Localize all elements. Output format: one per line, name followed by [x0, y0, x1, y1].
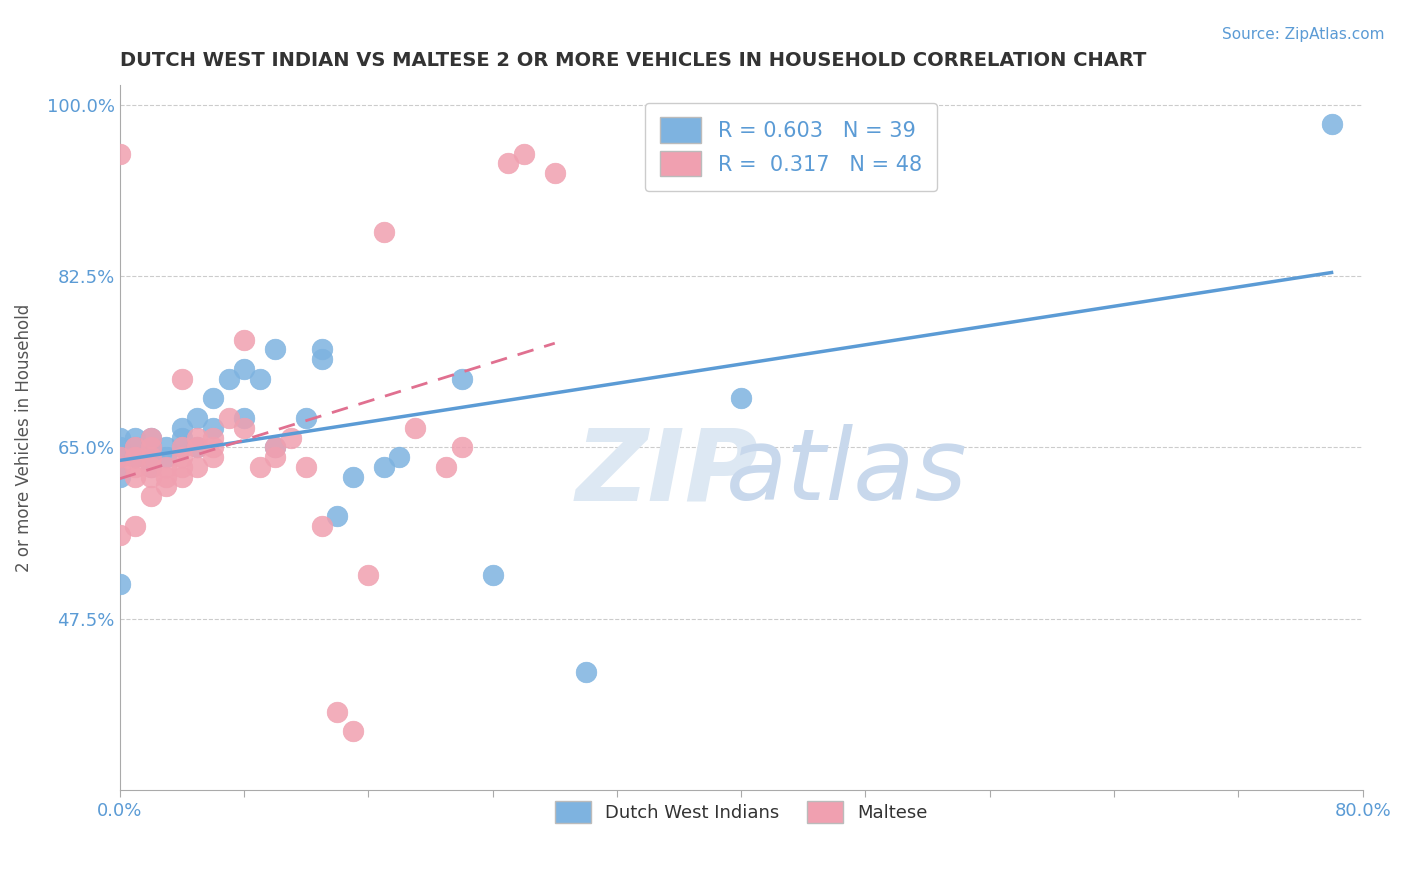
Point	[139, 469, 162, 483]
Point	[233, 333, 256, 347]
Point	[170, 450, 193, 464]
Point	[373, 459, 395, 474]
Point	[170, 459, 193, 474]
Point	[155, 440, 177, 454]
Y-axis label: 2 or more Vehicles in Household: 2 or more Vehicles in Household	[15, 303, 32, 572]
Point	[139, 450, 162, 464]
Point	[186, 440, 208, 454]
Point	[326, 705, 349, 719]
Point	[139, 459, 162, 474]
Point	[326, 508, 349, 523]
Point	[139, 459, 162, 474]
Point	[218, 411, 240, 425]
Point	[201, 392, 224, 406]
Point	[512, 146, 534, 161]
Point	[233, 362, 256, 376]
Point	[575, 665, 598, 680]
Text: DUTCH WEST INDIAN VS MALTESE 2 OR MORE VEHICLES IN HOUSEHOLD CORRELATION CHART: DUTCH WEST INDIAN VS MALTESE 2 OR MORE V…	[120, 51, 1146, 70]
Point	[155, 459, 177, 474]
Point	[108, 528, 131, 542]
Point	[295, 411, 318, 425]
Point	[139, 430, 162, 444]
Point	[124, 440, 146, 454]
Point	[264, 343, 287, 357]
Point	[388, 450, 411, 464]
Point	[342, 469, 364, 483]
Point	[357, 567, 380, 582]
Text: atlas: atlas	[725, 425, 967, 521]
Point	[108, 440, 131, 454]
Point	[481, 567, 503, 582]
Point	[186, 411, 208, 425]
Point	[155, 479, 177, 493]
Point	[170, 372, 193, 386]
Point	[434, 459, 457, 474]
Point	[311, 352, 333, 367]
Point	[108, 450, 131, 464]
Point	[124, 440, 146, 454]
Point	[450, 440, 472, 454]
Point	[186, 430, 208, 444]
Point	[155, 450, 177, 464]
Point	[249, 459, 271, 474]
Point	[186, 459, 208, 474]
Point	[108, 146, 131, 161]
Point	[404, 421, 426, 435]
Point	[108, 577, 131, 591]
Point	[295, 459, 318, 474]
Point	[233, 411, 256, 425]
Point	[155, 469, 177, 483]
Text: ZIP: ZIP	[575, 425, 758, 521]
Point	[342, 724, 364, 739]
Point	[496, 156, 519, 170]
Point	[170, 469, 193, 483]
Point	[218, 372, 240, 386]
Point	[108, 450, 131, 464]
Point	[139, 489, 162, 503]
Point	[124, 450, 146, 464]
Point	[311, 343, 333, 357]
Point	[1320, 117, 1343, 131]
Point	[280, 430, 302, 444]
Point	[170, 440, 193, 454]
Point	[544, 166, 567, 180]
Point	[264, 450, 287, 464]
Point	[124, 450, 146, 464]
Point	[233, 421, 256, 435]
Text: Source: ZipAtlas.com: Source: ZipAtlas.com	[1222, 27, 1385, 42]
Point	[124, 459, 146, 474]
Point	[124, 430, 146, 444]
Point	[170, 430, 193, 444]
Point	[139, 430, 162, 444]
Point	[170, 421, 193, 435]
Point	[139, 450, 162, 464]
Point	[264, 440, 287, 454]
Point	[373, 225, 395, 239]
Point	[201, 440, 224, 454]
Point	[311, 518, 333, 533]
Point	[201, 430, 224, 444]
Point	[124, 518, 146, 533]
Point	[249, 372, 271, 386]
Point	[264, 440, 287, 454]
Point	[108, 430, 131, 444]
Point	[139, 440, 162, 454]
Point	[139, 440, 162, 454]
Point	[186, 440, 208, 454]
Point	[108, 459, 131, 474]
Legend: Dutch West Indians, Maltese: Dutch West Indians, Maltese	[544, 790, 938, 834]
Point	[450, 372, 472, 386]
Point	[124, 469, 146, 483]
Point	[108, 469, 131, 483]
Point	[730, 392, 752, 406]
Point	[201, 450, 224, 464]
Point	[170, 440, 193, 454]
Point	[201, 421, 224, 435]
